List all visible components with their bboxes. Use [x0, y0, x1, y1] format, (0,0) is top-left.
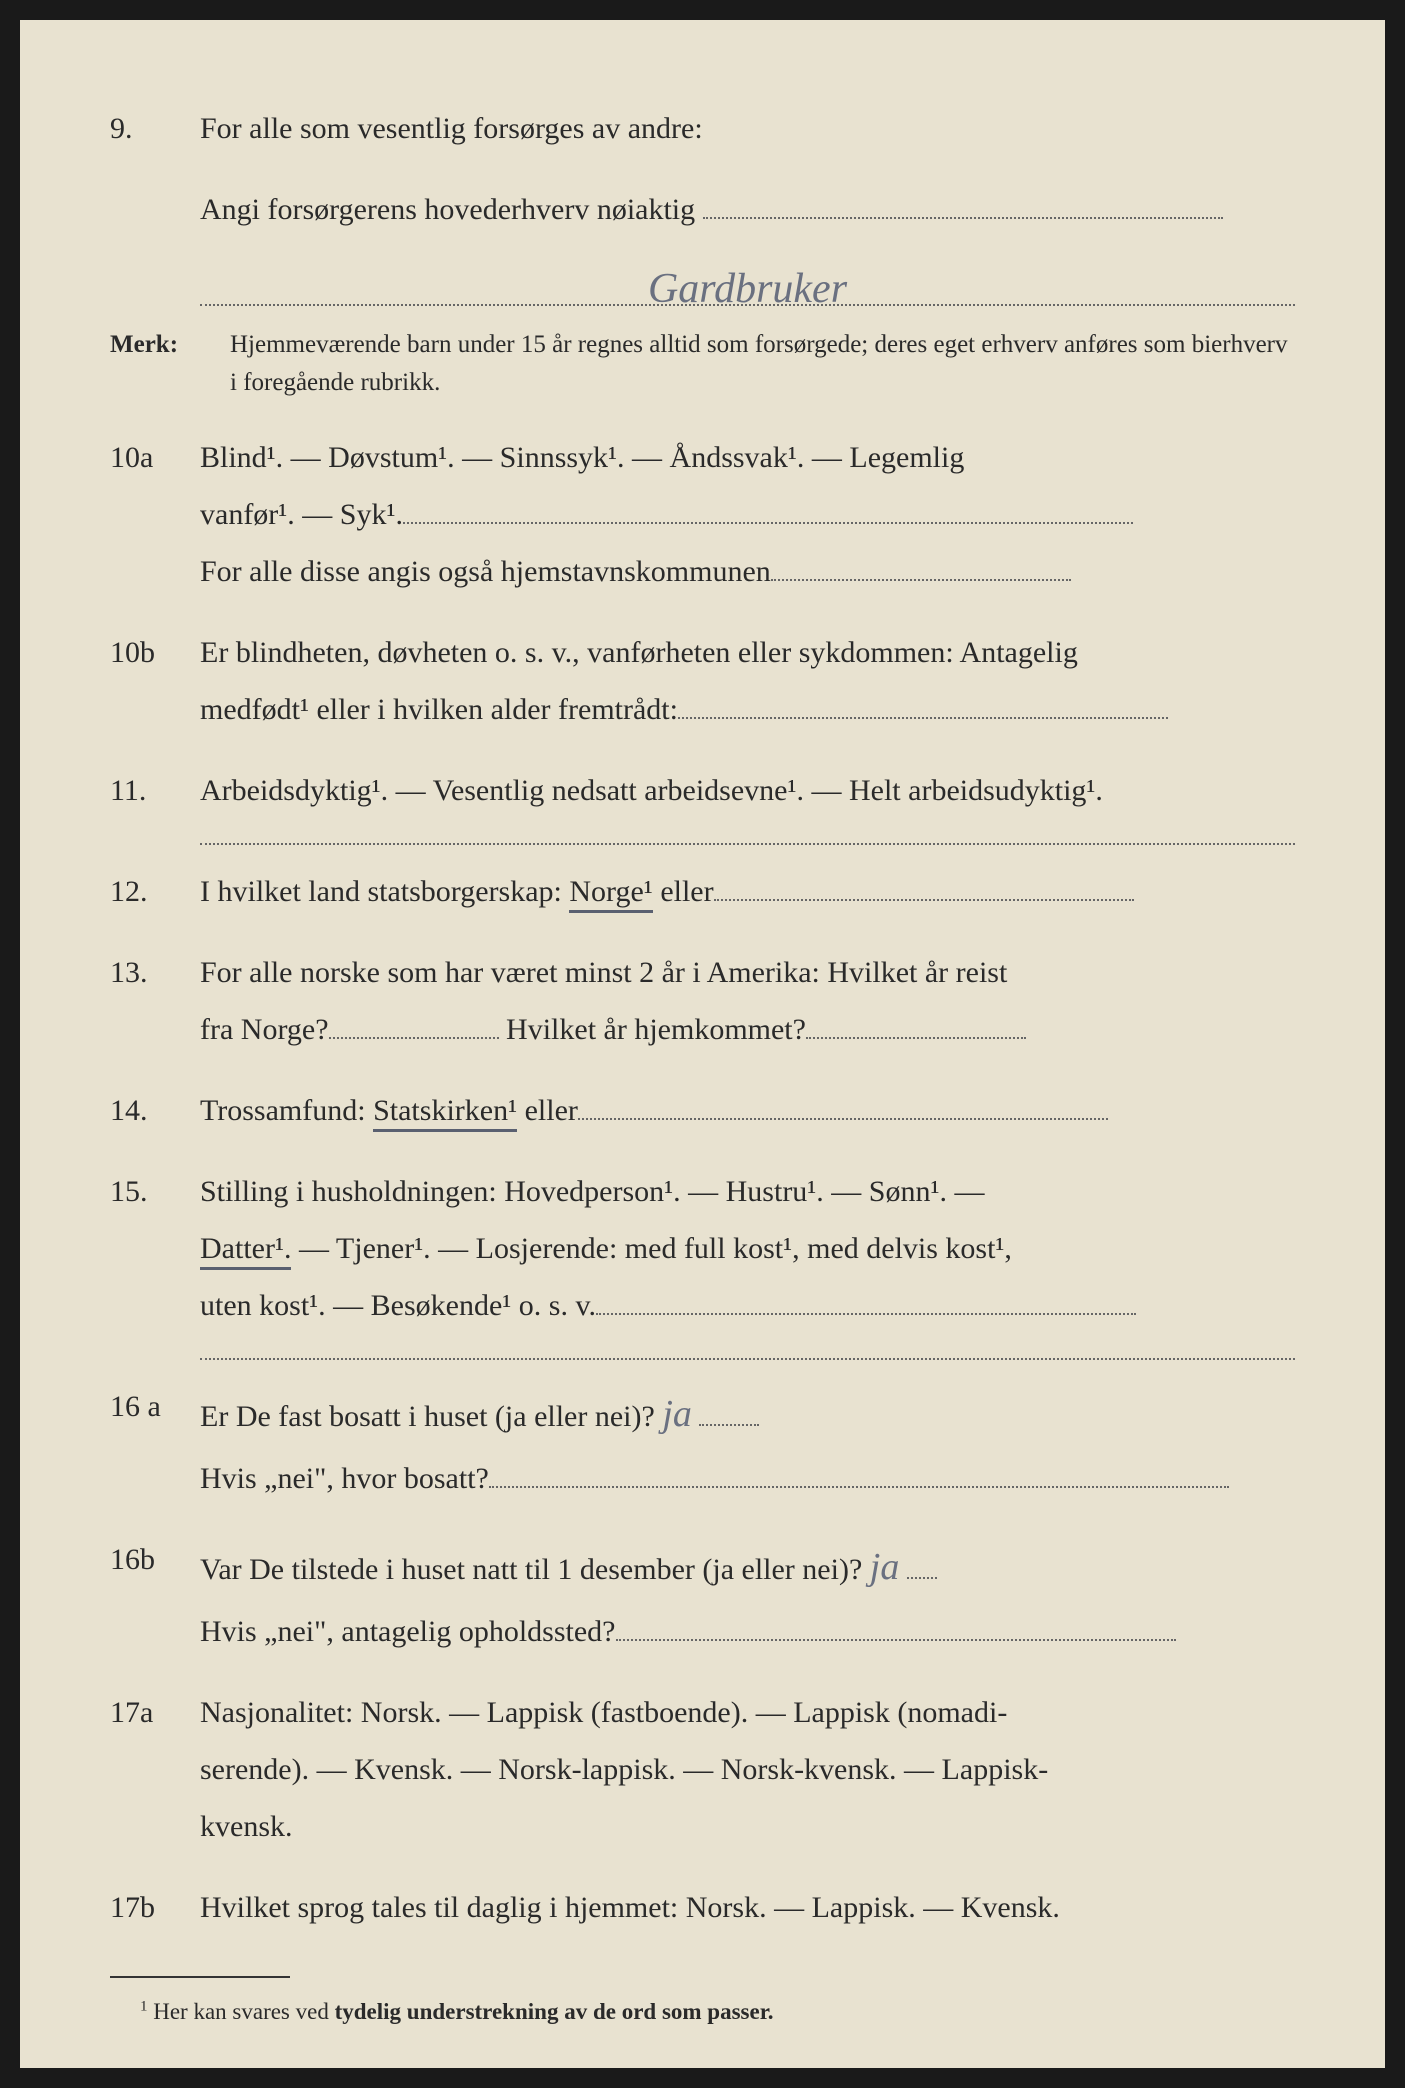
q14-number: 14.: [110, 1082, 200, 1139]
document-page: 9. For alle som vesentlig forsørges av a…: [20, 20, 1385, 2068]
q9-line2-text: Angi forsørgerens hovederhverv nøiaktig: [200, 193, 695, 226]
q9-handwritten-line: Gardbruker: [200, 256, 1295, 306]
q10b-text-b: medfødt¹ eller i hvilken alder fremtrådt…: [200, 681, 1295, 738]
merk-text: Hjemmeværende barn under 15 år regnes al…: [230, 326, 1295, 401]
question-14: 14. Trossamfund: Statskirken¹ eller: [110, 1082, 1295, 1139]
question-13: 13. For alle norske som har været minst …: [110, 944, 1295, 1058]
q10a-blank2: [771, 557, 1071, 581]
q14-content: Trossamfund: Statskirken¹ eller: [200, 1082, 1295, 1139]
q13-line2: fra Norge? Hvilket år hjemkommet?: [200, 1001, 1295, 1058]
q16b-handwritten: ja: [870, 1531, 900, 1603]
q9-line1: For alle som vesentlig forsørges av andr…: [200, 100, 1295, 157]
q17b-number: 17b: [110, 1879, 200, 1936]
question-10b: 10b Er blindheten, døvheten o. s. v., va…: [110, 624, 1295, 738]
q12-content: I hvilket land statsborgerskap: Norge¹ e…: [200, 863, 1295, 920]
q16a-blank1: [699, 1402, 759, 1426]
q15-datter-underlined: Datter¹.: [200, 1232, 291, 1270]
q16b-line2: Hvis „nei", antagelig opholdssted?: [200, 1603, 1295, 1660]
q12-text-a: I hvilket land statsborgerskap:: [200, 875, 569, 908]
footnote-rule: [110, 1976, 290, 1978]
question-10a: 10a Blind¹. — Døvstum¹. — Sinnssyk¹. — Å…: [110, 429, 1295, 600]
q9-blank: [703, 195, 1223, 219]
q10a-blank1: [403, 500, 1133, 524]
q10a-text-c: For alle disse angis også hjemstavnskomm…: [200, 543, 1295, 600]
q12-blank: [714, 877, 1134, 901]
q15-blank: [596, 1291, 1136, 1315]
q12-text-b: eller: [653, 875, 714, 908]
q15-text-a: Stilling i husholdningen: Hovedperson¹. …: [200, 1163, 1295, 1220]
q16b-text-b: Hvis „nei", antagelig opholdssted?: [200, 1615, 616, 1648]
q16b-line1: Var De tilstede i huset natt til 1 desem…: [200, 1531, 1295, 1603]
q10b-blank: [678, 695, 1168, 719]
q15-line2: Datter¹. — Tjener¹. — Losjerende: med fu…: [200, 1220, 1295, 1277]
q17a-text-b: serende). — Kvensk. — Norsk-lappisk. — N…: [200, 1741, 1295, 1798]
footnote: 1 Her kan svares ved tydelig understrekn…: [110, 1990, 1295, 2034]
footnote-text-a: Her kan svares ved: [147, 1999, 334, 2024]
q16b-text-a: Var De tilstede i huset natt til 1 desem…: [200, 1553, 862, 1586]
question-9: 9. For alle som vesentlig forsørges av a…: [110, 100, 1295, 157]
question-17a: 17a Nasjonalitet: Norsk. — Lappisk (fast…: [110, 1684, 1295, 1855]
question-16a: 16 a Er De fast bosatt i huset (ja eller…: [110, 1378, 1295, 1507]
q16a-text-a: Er De fast bosatt i huset (ja eller nei)…: [200, 1400, 655, 1433]
q15-text-c: uten kost¹. — Besøkende¹ o. s. v.: [200, 1289, 596, 1322]
q10a-text-c-span: For alle disse angis også hjemstavnskomm…: [200, 555, 771, 588]
q16a-blank2: [489, 1464, 1229, 1488]
question-12: 12. I hvilket land statsborgerskap: Norg…: [110, 863, 1295, 920]
q13-text-c: Hvilket år hjemkommet?: [499, 1013, 806, 1046]
q10b-text-b-span: medfødt¹ eller i hvilken alder fremtrådt…: [200, 693, 678, 726]
q16a-number: 16 a: [110, 1378, 200, 1507]
q10a-text-b-span: vanfør¹. — Syk¹.: [200, 498, 403, 531]
q9-number: 9.: [110, 100, 200, 157]
q17a-number: 17a: [110, 1684, 200, 1855]
q12-norge-underlined: Norge¹: [569, 875, 652, 913]
q9-handwritten: Gardbruker: [648, 250, 847, 330]
q13-blank1: [329, 1015, 499, 1039]
q14-text-a: Trossamfund:: [200, 1094, 373, 1127]
q16b-blank1: [907, 1555, 937, 1579]
q14-stats-underlined: Statskirken¹: [373, 1094, 517, 1132]
q10a-text-b: vanfør¹. — Syk¹.: [200, 486, 1295, 543]
footnote-bold: tydelig understrekning av de ord som pas…: [335, 1999, 774, 2024]
question-11: 11. Arbeidsdyktig¹. — Vesentlig nedsatt …: [110, 762, 1295, 819]
q16a-line2: Hvis „nei", hvor bosatt?: [200, 1450, 1295, 1507]
merk-note: Merk: Hjemmeværende barn under 15 år reg…: [110, 326, 1295, 401]
q16a-text-b: Hvis „nei", hvor bosatt?: [200, 1462, 489, 1495]
q14-text-b: eller: [517, 1094, 578, 1127]
question-16b: 16b Var De tilstede i huset natt til 1 d…: [110, 1531, 1295, 1660]
question-15: 15. Stilling i husholdningen: Hovedperso…: [110, 1163, 1295, 1334]
merk-label: Merk:: [110, 326, 230, 401]
q11-text: Arbeidsdyktig¹. — Vesentlig nedsatt arbe…: [200, 762, 1295, 819]
q10b-text-a: Er blindheten, døvheten o. s. v., vanfør…: [200, 624, 1295, 681]
q10a-text-a: Blind¹. — Døvstum¹. — Sinnssyk¹. — Åndss…: [200, 429, 1295, 486]
q10a-number: 10a: [110, 429, 200, 600]
q13-blank2: [806, 1015, 1026, 1039]
q16b-blank2: [616, 1617, 1176, 1641]
q15-line3: uten kost¹. — Besøkende¹ o. s. v.: [200, 1277, 1295, 1334]
q17b-text: Hvilket sprog tales til daglig i hjemmet…: [200, 1879, 1295, 1936]
q11-number: 11.: [110, 762, 200, 819]
q9-line2: Angi forsørgerens hovederhverv nøiaktig: [200, 181, 1295, 238]
q16b-number: 16b: [110, 1531, 200, 1660]
q17a-text-c: kvensk.: [200, 1798, 1295, 1855]
q13-text-b: fra Norge?: [200, 1013, 329, 1046]
q12-number: 12.: [110, 863, 200, 920]
q15-text-b: — Tjener¹. — Losjerende: med full kost¹,…: [291, 1232, 1011, 1265]
q16a-line1: Er De fast bosatt i huset (ja eller nei)…: [200, 1378, 1295, 1450]
q13-text-a: For alle norske som har været minst 2 år…: [200, 944, 1295, 1001]
q16a-handwritten: ja: [662, 1378, 692, 1450]
q14-blank: [578, 1096, 1108, 1120]
q17a-text-a: Nasjonalitet: Norsk. — Lappisk (fastboen…: [200, 1684, 1295, 1741]
q13-number: 13.: [110, 944, 200, 1058]
divider-1: [200, 843, 1295, 845]
q15-number: 15.: [110, 1163, 200, 1334]
q10b-number: 10b: [110, 624, 200, 738]
divider-2: [200, 1358, 1295, 1360]
question-17b: 17b Hvilket sprog tales til daglig i hje…: [110, 1879, 1295, 1936]
